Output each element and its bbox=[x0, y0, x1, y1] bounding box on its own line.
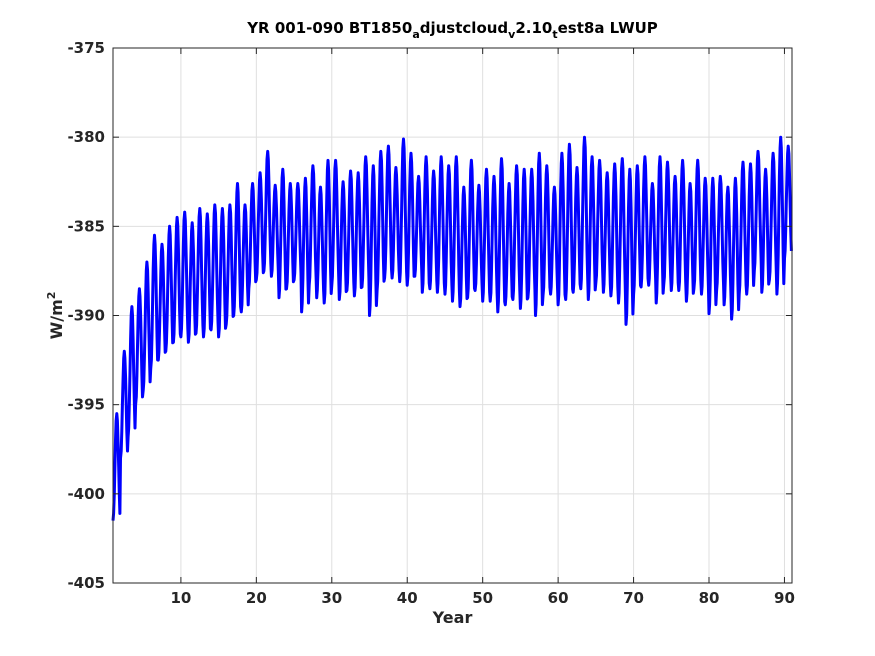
title-subscript: v bbox=[508, 28, 516, 41]
y-tick-label: -380 bbox=[67, 128, 105, 146]
y-tick-label: -385 bbox=[67, 217, 105, 235]
title-segment: 2.10 bbox=[515, 19, 552, 37]
y-tick-label: -375 bbox=[67, 39, 105, 57]
series-line bbox=[111, 135, 793, 521]
title-segment: YR 001-090 BT1850 bbox=[246, 19, 412, 37]
y-tick-label: -390 bbox=[67, 307, 105, 325]
x-tick-label: 20 bbox=[246, 589, 267, 607]
title-segment: est8a LWUP bbox=[558, 19, 658, 37]
y-tick-label: -395 bbox=[67, 396, 105, 414]
x-tick-label: 30 bbox=[321, 589, 342, 607]
title-subscript: t bbox=[552, 28, 557, 41]
x-tick-label: 60 bbox=[548, 589, 569, 607]
y-axis-ticks: -405 -400 -395 -390 -385 -380 -375 bbox=[67, 39, 792, 592]
title-subscript: a bbox=[412, 28, 419, 41]
x-tick-label: 70 bbox=[623, 589, 644, 607]
series-layer bbox=[111, 135, 793, 521]
y-label-base: W/m bbox=[47, 299, 66, 339]
y-label-superscript: 2 bbox=[45, 292, 58, 300]
x-tick-label: 50 bbox=[472, 589, 493, 607]
grid bbox=[113, 47, 792, 584]
x-tick-label: 80 bbox=[699, 589, 720, 607]
y-tick-label: -400 bbox=[67, 485, 105, 503]
x-tick-label: 10 bbox=[170, 589, 191, 607]
x-axis-label: Year bbox=[432, 608, 473, 627]
x-axis-ticks: 10 20 30 40 50 60 70 80 90 bbox=[170, 48, 795, 607]
title-segment: djustcloud bbox=[420, 19, 508, 37]
chart-title: YR 001-090 BT1850adjustcloudv2.10test8a … bbox=[246, 19, 658, 41]
y-tick-label: -405 bbox=[67, 574, 105, 592]
x-tick-label: 40 bbox=[397, 589, 418, 607]
y-axis-label: W/m2 bbox=[45, 292, 66, 340]
x-tick-label: 90 bbox=[774, 589, 795, 607]
